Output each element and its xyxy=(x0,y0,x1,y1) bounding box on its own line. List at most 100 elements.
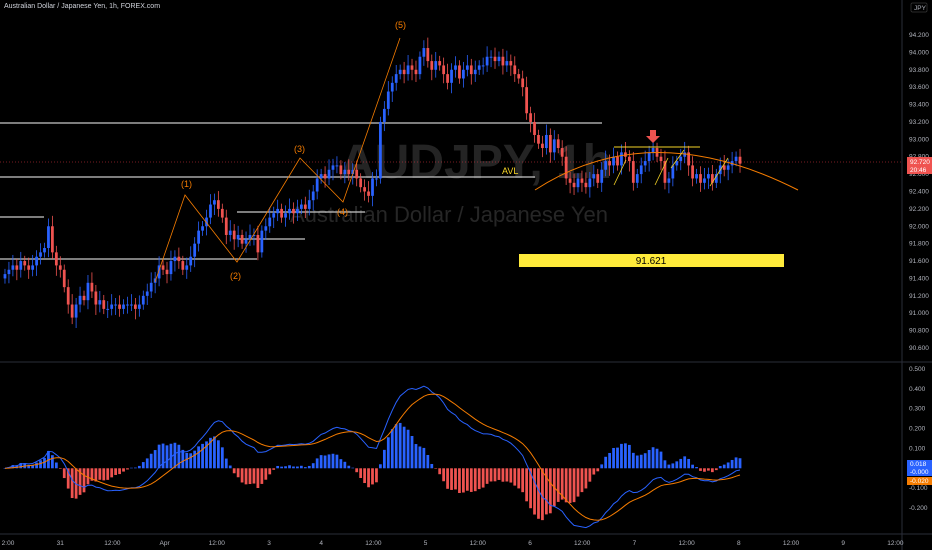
candle-body xyxy=(537,134,540,144)
histogram-bar xyxy=(102,468,106,481)
candle-body xyxy=(600,169,604,183)
histogram-bar xyxy=(596,468,600,472)
histogram-bar xyxy=(189,453,193,469)
histogram-bar xyxy=(568,468,572,503)
candle-body xyxy=(149,282,153,292)
histogram-bar xyxy=(604,456,608,469)
histogram-bar xyxy=(355,468,359,473)
histogram-bar xyxy=(422,447,426,469)
histogram-bar xyxy=(477,468,481,490)
candle-body xyxy=(335,165,339,167)
price-tick-label: 91.400 xyxy=(909,275,929,282)
candle-body xyxy=(639,165,643,175)
pattern-slash xyxy=(613,159,627,186)
histogram-bar xyxy=(134,467,137,469)
histogram-bar xyxy=(707,468,710,471)
candle-body xyxy=(272,213,276,218)
candle-body xyxy=(7,269,11,275)
candle-body xyxy=(564,156,568,179)
macd-axis[interactable]: 0.5000.4000.3000.2000.1000.000-0.100-0.2… xyxy=(909,366,928,512)
histogram-bar xyxy=(130,467,133,469)
histogram-bar xyxy=(94,468,98,482)
candle-body xyxy=(311,191,315,201)
target-box: 91.621 xyxy=(519,254,784,267)
time-axis[interactable]: 2:00 31 12:00 Apr 12:00 3 4 12:00 5 12:00 6 12:00 7 1… xyxy=(2,540,932,547)
histogram-bar xyxy=(402,426,406,469)
candle-body xyxy=(331,165,335,170)
macd-tag-3: -0.020 xyxy=(910,478,929,485)
time-tick-label: 31 xyxy=(57,540,65,547)
candle-body xyxy=(410,65,414,70)
histogram-bar xyxy=(691,464,694,469)
histogram-bar xyxy=(19,462,23,469)
candle-body xyxy=(98,300,102,305)
histogram-bar xyxy=(382,449,386,469)
candle-body xyxy=(544,134,548,149)
histogram-bar xyxy=(406,429,410,469)
macd-tick-label: 0.100 xyxy=(909,445,926,452)
histogram-bar xyxy=(572,468,576,503)
histogram-bar xyxy=(446,468,449,489)
price-axis[interactable]: 94.200 94.000 93.800 93.600 93.400 93.200 93.0… xyxy=(909,32,929,352)
candle-body xyxy=(62,269,66,288)
histogram-bar xyxy=(303,467,307,469)
currency-badge xyxy=(910,2,928,13)
candle-body xyxy=(596,174,600,183)
candle-body xyxy=(236,234,240,240)
candle-body xyxy=(505,61,509,66)
histogram-bar xyxy=(296,466,299,469)
histogram-bar xyxy=(398,422,402,469)
candle-body xyxy=(363,187,366,192)
histogram-bar xyxy=(315,458,319,469)
wave-label-2: (2) xyxy=(230,271,241,281)
histogram-bar xyxy=(600,464,604,469)
candle-body xyxy=(394,74,398,83)
watermark-name: Australian Dollar / Japanese Yen xyxy=(290,202,608,227)
histogram-bar xyxy=(738,458,742,469)
histogram-bar xyxy=(173,442,177,469)
histogram-bar xyxy=(3,468,7,469)
countdown-value: 20:46 xyxy=(910,167,927,174)
candle-body xyxy=(264,226,268,231)
macd-tick-label: 0.400 xyxy=(909,386,926,393)
histogram-bar xyxy=(62,468,66,479)
histogram-bar xyxy=(220,447,224,469)
candle-body xyxy=(560,148,564,157)
candle-body xyxy=(126,304,129,306)
candle-body xyxy=(446,74,449,83)
candle-body xyxy=(189,256,193,266)
histogram-bar xyxy=(620,443,623,469)
candle-body xyxy=(371,178,374,196)
histogram-bar xyxy=(426,454,430,469)
histogram-bar xyxy=(430,463,434,469)
histogram-bar xyxy=(541,468,544,521)
candle-body xyxy=(469,65,473,75)
candle-body xyxy=(738,156,742,164)
candle-body xyxy=(462,69,465,79)
candle-body xyxy=(118,304,121,309)
price-tick-label: 93.800 xyxy=(909,67,929,74)
price-tick-label: 91.200 xyxy=(909,293,929,300)
candle-body xyxy=(288,208,291,214)
pattern-slash xyxy=(654,157,669,186)
candle-body xyxy=(355,169,359,179)
candle-body xyxy=(501,56,505,66)
candle-body xyxy=(430,61,434,70)
histogram-bar xyxy=(240,468,244,483)
candle-body xyxy=(209,204,212,218)
histogram-bar xyxy=(331,453,335,469)
candle-body xyxy=(418,56,422,75)
candle-body xyxy=(161,265,165,270)
histogram-bar xyxy=(114,468,118,475)
candle-body xyxy=(714,174,718,183)
price-tick-label: 92.000 xyxy=(909,223,929,230)
candle-body xyxy=(493,56,497,62)
candle-body xyxy=(576,178,580,188)
time-tick-label: 4 xyxy=(319,540,323,547)
candle-body xyxy=(734,156,738,162)
time-tick-label: 12:00 xyxy=(365,540,382,547)
candle-body xyxy=(651,148,655,153)
candle-body xyxy=(454,65,457,70)
